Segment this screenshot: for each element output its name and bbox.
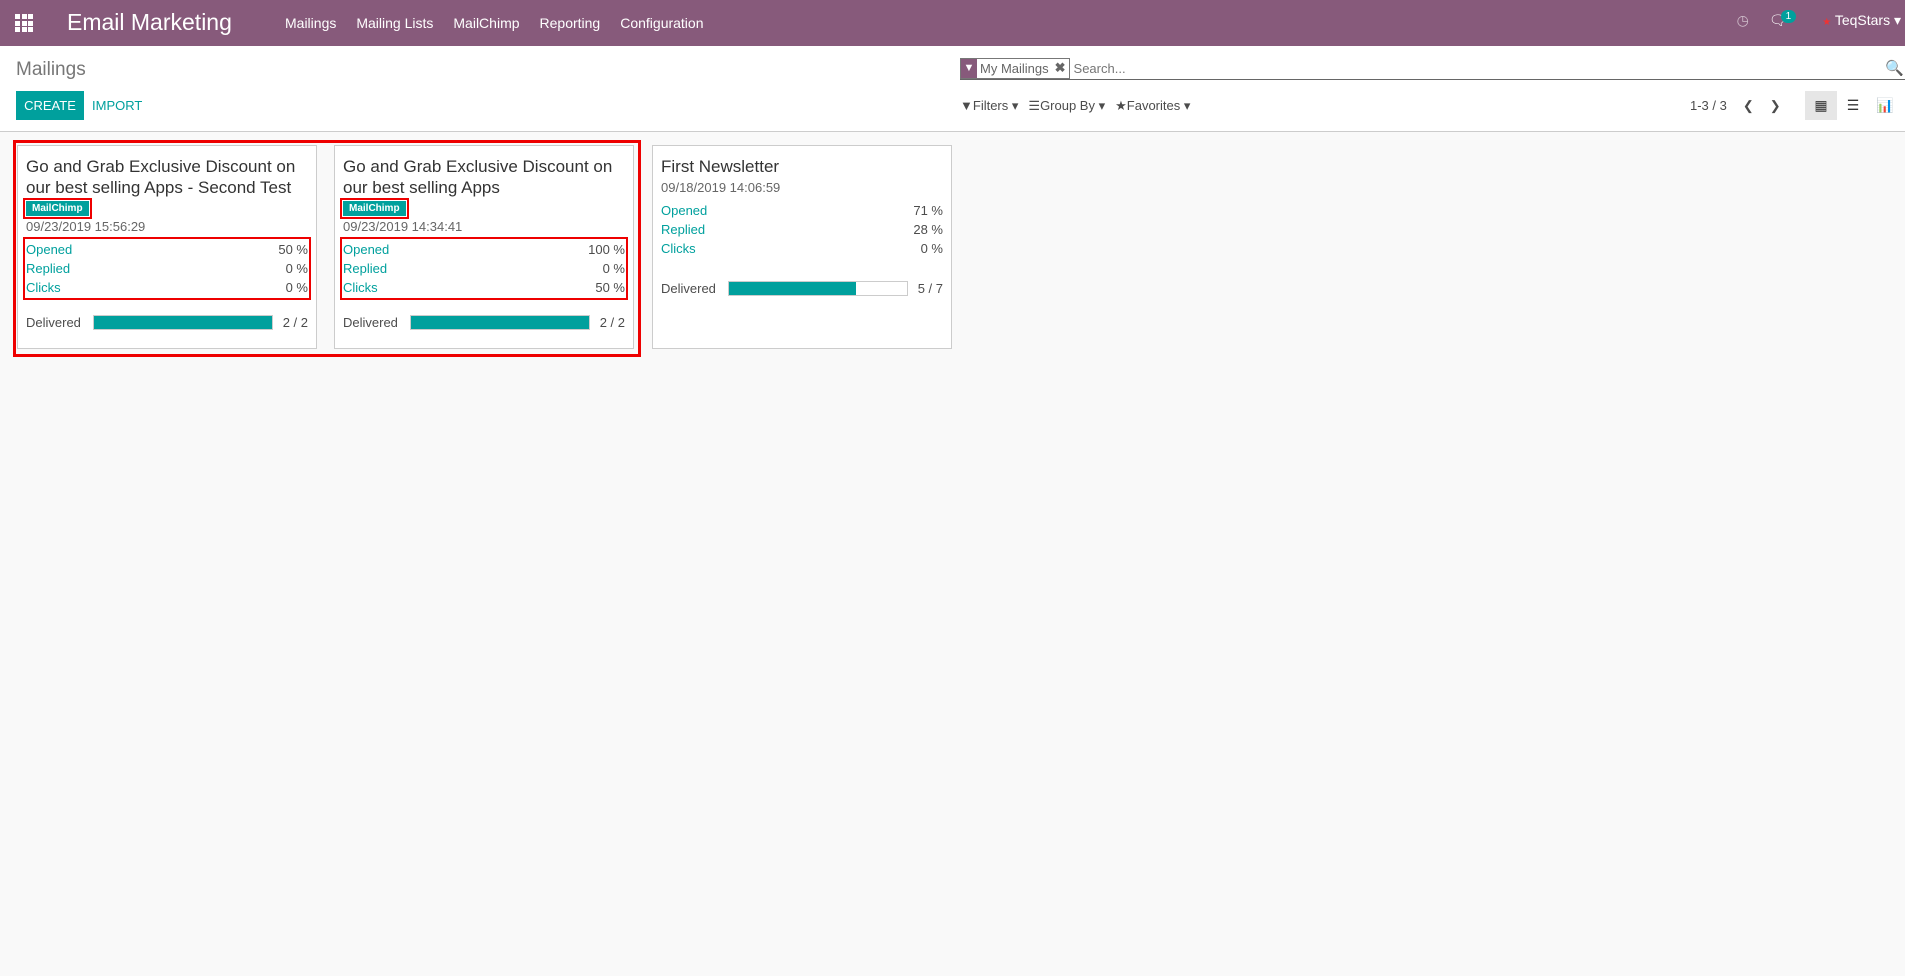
menu-reporting[interactable]: Reporting xyxy=(539,15,601,31)
activity-clock-icon[interactable]: ◷ xyxy=(1736,12,1749,28)
pager-next-icon[interactable]: ❯ xyxy=(1769,98,1781,113)
stat-value: 50 % xyxy=(595,280,625,295)
stat-label[interactable]: Replied xyxy=(661,222,706,237)
delivered-progress-fill xyxy=(410,316,589,329)
page-title: Mailings xyxy=(16,59,86,80)
groupby-dropdown[interactable]: ☰Group By ▾ xyxy=(1028,98,1106,113)
kanban-view-button[interactable]: ▦ xyxy=(1805,91,1837,120)
stat-label[interactable]: Clicks xyxy=(661,241,696,256)
filter-icon: ▼ xyxy=(961,58,977,78)
delivered-progress-bar xyxy=(409,315,590,330)
delivered-value: 2 / 2 xyxy=(599,315,625,330)
stat-value: 71 % xyxy=(913,203,943,218)
apps-menu-icon[interactable] xyxy=(15,14,33,32)
filters-dropdown[interactable]: ▼Filters ▾ xyxy=(960,98,1019,113)
stat-value: 0 % xyxy=(285,280,308,295)
tag-badge: MailChimp xyxy=(23,198,92,219)
user-menu[interactable]: ★ TeqStars ▾ xyxy=(1822,12,1901,28)
import-button[interactable]: IMPORT xyxy=(92,91,142,120)
app-title: Email Marketing xyxy=(67,9,232,35)
delivered-label: Delivered xyxy=(26,315,81,330)
messages-button[interactable]: 🗨1 xyxy=(1769,10,1802,29)
stat-label[interactable]: Opened xyxy=(343,242,390,257)
card-title: First Newsletter xyxy=(661,157,780,176)
remove-facet-icon[interactable]: ✖ xyxy=(1054,60,1066,75)
pager-value[interactable]: 1-3 / 3 xyxy=(1690,98,1727,113)
menu-mailings[interactable]: Mailings xyxy=(285,15,337,31)
stat-value: 28 % xyxy=(913,222,943,237)
search-bar: ▼ My Mailings ✖ 🔍 xyxy=(960,57,1905,80)
stat-value: 50 % xyxy=(278,242,308,257)
delivered-progress-bar xyxy=(92,315,273,330)
stat-value: 100 % xyxy=(588,242,625,257)
user-name: TeqStars xyxy=(1834,12,1891,28)
delivered-progress-bar xyxy=(727,281,908,296)
mailing-card[interactable]: Go and Grab Exclusive Discount on our be… xyxy=(17,145,317,349)
search-input[interactable] xyxy=(1069,60,1885,76)
menu-configuration[interactable]: Configuration xyxy=(620,15,704,31)
list-view-button[interactable]: ☰ xyxy=(1846,97,1860,113)
menu-mailchimp[interactable]: MailChimp xyxy=(453,15,520,31)
delivered-progress-fill xyxy=(728,282,856,295)
highlight-box xyxy=(13,140,641,357)
card-title: Go and Grab Exclusive Discount on our be… xyxy=(26,157,296,197)
facet-label: My Mailings xyxy=(980,60,1049,76)
tag-badge: MailChimp xyxy=(340,198,409,219)
delivered-value: 2 / 2 xyxy=(282,315,308,330)
card-title: Go and Grab Exclusive Discount on our be… xyxy=(343,157,613,197)
stat-value: 0 % xyxy=(602,261,625,276)
card-date: 09/23/2019 14:34:41 xyxy=(343,219,463,234)
stat-label[interactable]: Opened xyxy=(26,242,73,257)
mailing-card[interactable]: Go and Grab Exclusive Discount on our be… xyxy=(334,145,634,349)
graph-view-button[interactable]: 📊 xyxy=(1876,97,1894,113)
delivered-value: 5 / 7 xyxy=(917,281,943,296)
stat-label[interactable]: Clicks xyxy=(26,280,61,295)
stat-value: 0 % xyxy=(920,241,943,256)
card-date: 09/23/2019 15:56:29 xyxy=(26,219,146,234)
star-icon: ★ xyxy=(1822,17,1832,28)
stat-label[interactable]: Replied xyxy=(343,261,388,276)
card-date: 09/18/2019 14:06:59 xyxy=(661,180,781,195)
stat-label[interactable]: Clicks xyxy=(343,280,378,295)
stat-label[interactable]: Replied xyxy=(26,261,71,276)
stat-label[interactable]: Opened xyxy=(661,203,708,218)
control-panel: Mailings CREATE IMPORT ▼ My Mailings ✖ 🔍… xyxy=(0,46,1905,132)
delivered-progress-fill xyxy=(93,316,272,329)
favorites-dropdown[interactable]: ★Favorites ▾ xyxy=(1115,98,1191,113)
stat-value: 0 % xyxy=(285,261,308,276)
delivered-label: Delivered xyxy=(661,281,716,296)
top-navbar: Email Marketing Mailings Mailing Lists M… xyxy=(0,0,1905,46)
pager-previous-icon[interactable]: ❮ xyxy=(1742,98,1754,113)
search-facet: ▼ My Mailings ✖ xyxy=(960,57,1070,79)
menu-mailing-lists[interactable]: Mailing Lists xyxy=(356,15,434,31)
search-icon[interactable]: 🔍 xyxy=(1885,60,1904,77)
messages-count-badge: 1 xyxy=(1780,10,1797,23)
delivered-label: Delivered xyxy=(343,315,398,330)
mailing-card[interactable]: First Newsletter 09/18/2019 14:06:59 Ope… xyxy=(652,145,952,349)
create-button[interactable]: CREATE xyxy=(16,91,84,120)
